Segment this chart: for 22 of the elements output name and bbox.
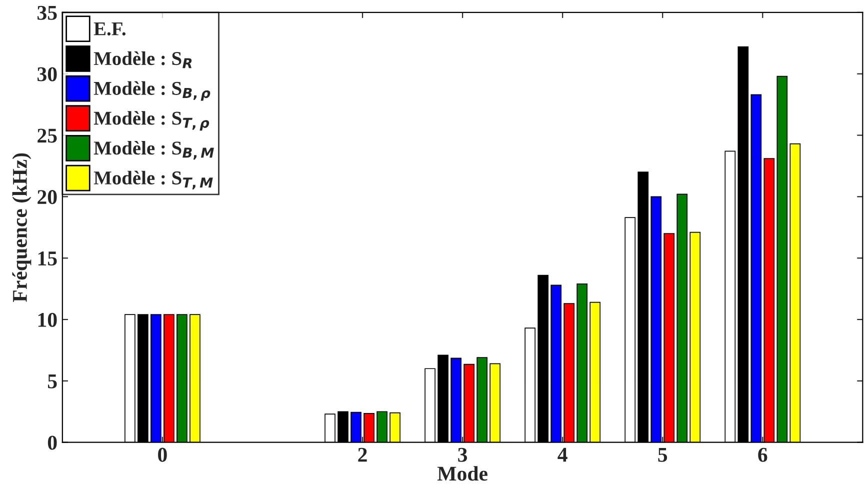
legend-label: Modèle : S$_{B,M}$ bbox=[94, 140, 214, 160]
y-tick-label: 30 bbox=[38, 67, 57, 82]
x-tick-label: 5 bbox=[658, 448, 668, 462]
y-tick-label: 10 bbox=[38, 312, 57, 327]
legend-label: Modèle : S$_{T,ρ}$ bbox=[94, 111, 210, 131]
legend-label: Modèle : S$_{R}$ bbox=[94, 51, 192, 68]
y-tick-label: 35 bbox=[38, 6, 57, 20]
y-tick-label: 0 bbox=[48, 436, 57, 450]
x-tick-label: 3 bbox=[458, 448, 468, 462]
y-tick-label: 5 bbox=[48, 374, 57, 388]
x-tick-label: 0 bbox=[158, 448, 167, 462]
legend-label: E.F. bbox=[94, 22, 126, 36]
y-tick-label: 25 bbox=[38, 128, 57, 143]
y-tick-label: 15 bbox=[38, 252, 57, 266]
legend-label: Modèle : S$_{B,ρ}$ bbox=[94, 81, 210, 101]
x-tick-label: 2 bbox=[358, 448, 367, 462]
x-tick-label: 4 bbox=[558, 448, 568, 462]
x-tick-label: 6 bbox=[758, 448, 768, 462]
y-axis-title: Fréquence (kHz) bbox=[12, 153, 32, 302]
x-axis-title: Mode bbox=[437, 466, 488, 481]
legend-label: Modèle : S$_{T,M}$ bbox=[94, 170, 213, 190]
y-tick-label: 20 bbox=[38, 190, 57, 204]
